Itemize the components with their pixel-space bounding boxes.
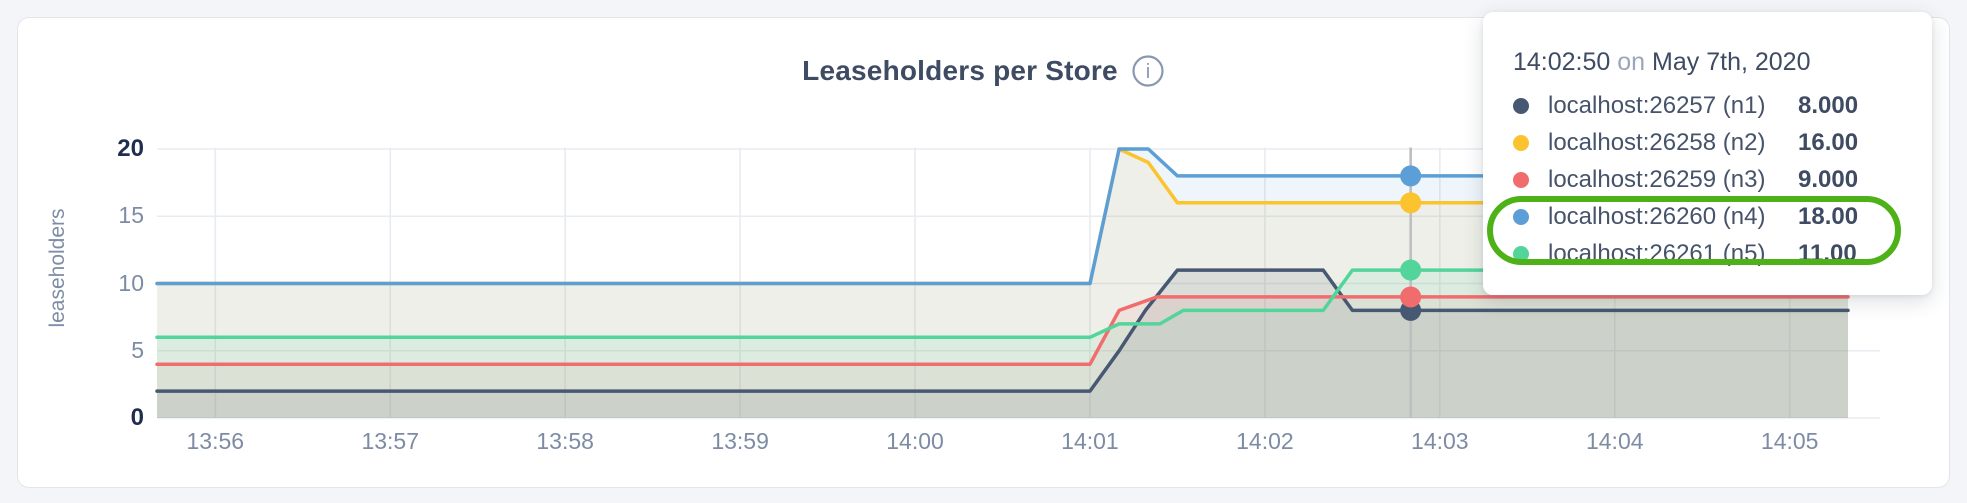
series-label: localhost:26258 (n2) [1548, 128, 1766, 156]
series-value: 9.000 [1798, 165, 1859, 193]
series-dot-icon [1513, 171, 1529, 188]
chart-tooltip: 14:02:50 on May 7th, 2020 localhost:2625… [1483, 12, 1932, 295]
x-tick-label: 13:56 [186, 428, 245, 454]
info-icon-glyph: i [1146, 61, 1150, 83]
x-tick-label: 14:05 [1760, 428, 1819, 454]
series-value: 16.00 [1798, 128, 1859, 156]
tooltip-row: localhost:26258 (n2) 16.00 [1513, 124, 1912, 161]
x-tick-label: 13:57 [361, 428, 420, 454]
x-tick-label: 13:59 [711, 428, 769, 454]
series-label: localhost:26259 (n3) [1548, 165, 1766, 193]
y-axis-title: leaseholders [46, 208, 69, 328]
x-tick-label: 14:03 [1411, 428, 1469, 454]
y-tick-label: 15 [118, 202, 144, 229]
series-value: 8.000 [1798, 91, 1859, 119]
page-title: Leaseholders per Store [802, 55, 1118, 86]
x-tick-label: 14:01 [1061, 428, 1119, 454]
tooltip-timestamp: 14:02:50 on May 7th, 2020 [1513, 48, 1810, 77]
y-tick-label: 5 [131, 336, 144, 363]
tooltip-time: 14:02:50 [1513, 48, 1611, 76]
tooltip-row: localhost:26259 (n3) 9.000 [1513, 161, 1912, 198]
tooltip-date: May 7th, 2020 [1652, 48, 1811, 76]
x-tick-label: 14:00 [886, 428, 944, 454]
chart-header: Leaseholders per Store i [18, 54, 1949, 88]
x-tick-label: 14:04 [1585, 428, 1644, 454]
tooltip-connector: on [1617, 48, 1646, 76]
series-dot-icon [1513, 134, 1529, 151]
y-tick-label: 0 [130, 404, 144, 431]
tooltip-row: localhost:26257 (n1) 8.000 [1513, 87, 1912, 124]
y-tick-label: 20 [117, 135, 144, 162]
x-tick-label: 13:58 [536, 428, 594, 454]
green-circle-annotation [1487, 196, 1901, 265]
series-dot-icon [1513, 97, 1529, 114]
series-label: localhost:26257 (n1) [1548, 91, 1766, 119]
y-tick-label: 10 [118, 269, 144, 296]
x-tick-label: 14:02 [1236, 428, 1294, 454]
info-icon[interactable]: i [1131, 54, 1165, 88]
